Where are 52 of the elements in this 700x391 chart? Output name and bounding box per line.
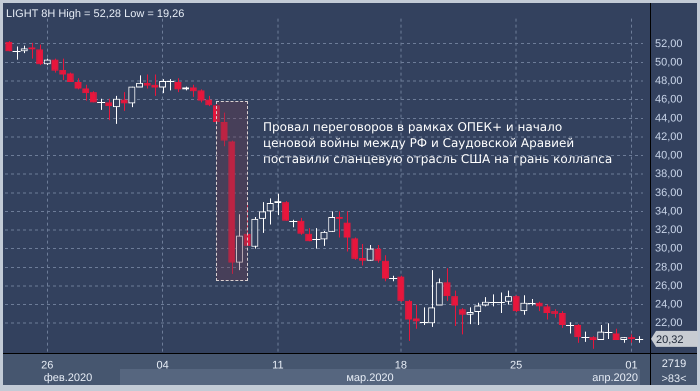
candlestick [451,290,458,326]
candlestick [282,200,290,222]
candlestick [244,202,251,246]
candlestick [590,336,596,350]
candlestick [328,210,336,232]
y-tick-label: 42,00 [655,130,683,143]
y-tick-label: 22,00 [655,317,683,330]
text: 2719 [662,358,686,370]
y-tick-label: 46,00 [655,94,683,106]
text: мар.2020 [346,372,394,384]
y-tick-label: 44,00 [655,112,683,124]
candlestick [512,294,520,313]
candlestick [212,102,220,124]
candlestick [259,202,266,234]
candlestick [436,278,443,306]
text: 20,32 [656,334,684,346]
text: >83< [661,373,687,386]
annotation: Провал переговоров в рамках ОПЕК+ и начало ценовой войны между РФ и Саудовской Аравией поставили сланцевую отрасль США на грань коллапса [263,120,612,166]
x-tick-label: 01 [625,360,638,372]
y-tick-label: 52,00 [655,38,683,50]
candlestick [574,324,582,344]
y-tick-label: 26,00 [655,280,683,292]
text: фев.2020 [44,372,92,384]
candlestick [397,275,404,302]
y-tick-label: 32,00 [655,224,683,236]
candlestick [344,210,351,252]
x-tick-label: 04 [156,360,169,372]
candlestick [382,254,389,282]
candlestick [466,306,474,325]
text: апр.2020 [592,372,638,384]
y-tick-label: 48,00 [655,75,683,88]
y-tick-label: 30,00 [655,242,683,255]
candlestick [374,244,382,264]
x-tick-label: 25 [510,360,522,372]
y-tick-label: 36,00 [655,186,683,199]
y-tick-label: 28,00 [655,261,683,274]
candlestick [120,92,128,112]
y-tick-label: 24,00 [655,298,683,311]
candlestick [444,268,450,302]
x-tick-label: 18 [394,360,407,372]
candlestick [458,308,466,335]
x-tick-label: 26 [41,360,54,372]
chart-title: LIGHT 8H High = 52,28 Low = 19,26 [6,8,184,20]
x-tick-label: 11 [272,360,284,372]
candlestick [366,244,374,262]
y-tick-label: 34,00 [655,205,683,218]
y-tick-label: 38,00 [655,168,683,180]
candlestick [297,217,304,236]
candlestick [36,44,44,66]
y-tick-label: 50,00 [655,56,683,68]
candlestick [536,301,543,312]
y-tick-label: 40,00 [655,150,683,162]
